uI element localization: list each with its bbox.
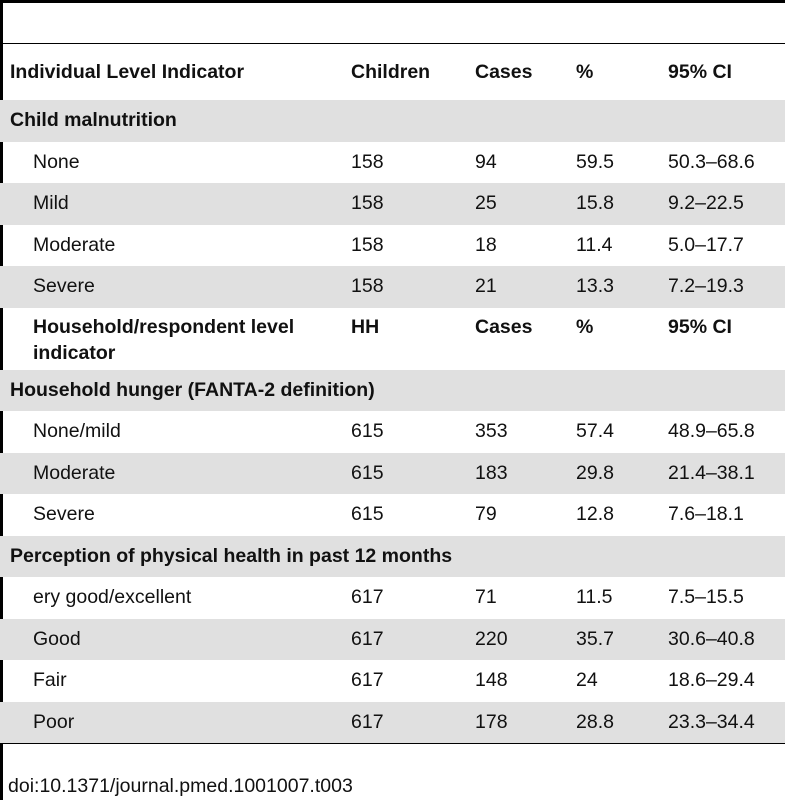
cell: 617 [351,669,384,692]
column-header: Individual Level Indicator [10,60,245,83]
cell: 617 [351,586,384,609]
cell: 23.3–34.4 [658,701,785,744]
cell: Severe [0,266,341,308]
cell: 11.5 [576,586,613,609]
cell: 158 [351,150,384,173]
cell: 183 [465,452,566,494]
table-row: Fair 617 148 24 18.6–29.4 [0,660,785,702]
cell: 148 [475,669,508,692]
cell: 50.3–68.6 [668,150,755,173]
cell: 7.6–18.1 [668,503,744,526]
section-title: Perception of physical health in past 12… [0,535,785,577]
section-row: Household hunger (FANTA-2 definition) [0,369,785,411]
header-rule [0,43,785,44]
table-row: None/mild 615 353 57.4 48.9–65.8 [0,411,785,453]
section-title: Household hunger (FANTA-2 definition) [0,369,785,411]
table-row: Severe 158 21 13.3 7.2–19.3 [0,266,785,308]
cell: Fair [33,669,67,692]
cell: 13.3 [566,266,658,308]
cell: 18 [475,233,497,256]
cell: 12.8 [576,503,614,526]
cell: Mild [0,183,341,225]
cell: None/mild [33,420,121,443]
table-row: Moderate 615 183 29.8 21.4–38.1 [0,452,785,494]
cell: 615 [351,503,384,526]
cell: 158 [351,233,384,256]
table-row: Good 617 220 35.7 30.6–40.8 [0,618,785,660]
cell: 158 [341,183,465,225]
top-border [0,0,785,3]
cell: 24 [576,669,598,692]
cell: 617 [341,701,465,744]
cell: 5.0–17.7 [668,233,744,256]
cell: 615 [351,420,384,443]
cell: 35.7 [566,618,658,660]
cell: 59.5 [576,150,614,173]
data-table: Individual Level Indicator Children Case… [0,44,785,744]
cell: 7.2–19.3 [658,266,785,308]
table-row: Mild 158 25 15.8 9.2–22.5 [0,183,785,225]
cell: 617 [341,618,465,660]
table-row: ery good/excellent 617 71 11.5 7.5–15.5 [0,577,785,619]
cell: 353 [475,420,508,443]
cell: ery good/excellent [33,586,192,609]
sub-header: HH [351,315,380,338]
cell: 71 [475,586,497,609]
column-header-row: Individual Level Indicator Children Case… [0,44,785,100]
sub-header: % [576,315,594,338]
cell: None [33,150,80,173]
table-row: None 158 94 59.5 50.3–68.6 [0,142,785,184]
cell: 21 [465,266,566,308]
cell: 18.6–29.4 [668,669,755,692]
doi-link[interactable]: doi:10.1371/journal.pmed.1001007.t003 [8,775,353,797]
cell: 7.5–15.5 [668,586,744,609]
sub-header: 95% CI [668,315,732,338]
section-title: Child malnutrition [0,100,785,142]
cell: 48.9–65.8 [668,420,755,443]
cell: 28.8 [566,701,658,744]
cell: 57.4 [576,420,614,443]
cell: Moderate [33,233,116,256]
cell: 30.6–40.8 [658,618,785,660]
sub-header: Household/respondent level indicator [33,315,295,364]
cell: 25 [465,183,566,225]
sub-header: Cases [475,315,533,338]
cell: 15.8 [566,183,658,225]
cell: 29.8 [566,452,658,494]
cell: Severe [33,503,95,526]
cell: 178 [465,701,566,744]
cell: 220 [465,618,566,660]
column-header: Cases [475,60,533,83]
cell: 11.4 [576,233,613,256]
table-row: Moderate 158 18 11.4 5.0–17.7 [0,225,785,267]
section-row: Child malnutrition [0,100,785,142]
table-row: Poor 617 178 28.8 23.3–34.4 [0,701,785,744]
cell: Good [0,618,341,660]
table-row: Severe 615 79 12.8 7.6–18.1 [0,494,785,536]
cell: Poor [0,701,341,744]
cell: 615 [341,452,465,494]
column-header: 95% CI [668,60,732,83]
column-header: Children [351,60,431,83]
cell: 9.2–22.5 [658,183,785,225]
cell: 158 [341,266,465,308]
section-row: Perception of physical health in past 12… [0,535,785,577]
column-header: % [576,60,594,83]
sub-header-row: Household/respondent level indicator HH … [0,308,785,370]
cell: 94 [475,150,497,173]
cell: 79 [475,503,497,526]
cell: 21.4–38.1 [658,452,785,494]
cell: Moderate [0,452,341,494]
